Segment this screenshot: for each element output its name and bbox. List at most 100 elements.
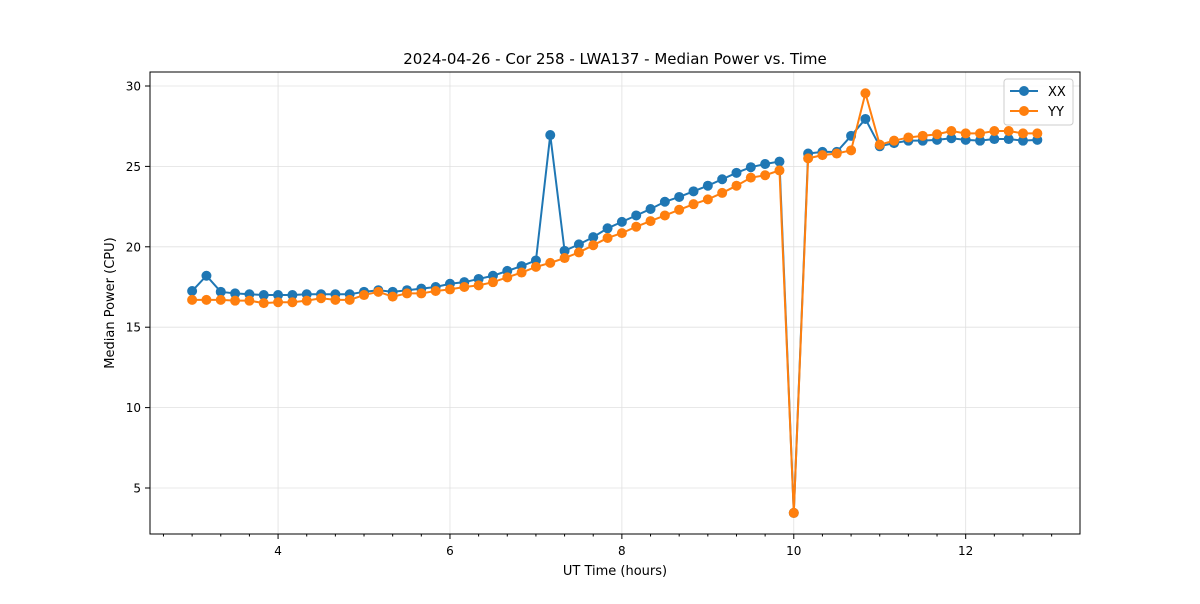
data-point-yy	[975, 128, 986, 139]
data-point-yy	[631, 221, 642, 232]
data-point-yy	[831, 148, 842, 159]
data-point-xx	[215, 286, 226, 297]
data-point-yy	[258, 298, 269, 309]
x-axis-label: UT Time (hours)	[563, 564, 667, 579]
data-point-yy	[230, 295, 241, 306]
series-yy	[187, 88, 1043, 518]
data-point-xx	[975, 135, 986, 146]
data-point-yy	[316, 293, 327, 304]
plot-frame	[149, 71, 1081, 535]
data-point-yy	[903, 132, 914, 143]
data-point-xx	[946, 133, 957, 144]
data-point-xx	[545, 130, 556, 141]
chart-title: 2024-04-26 - Cor 258 - LWA137 - Median P…	[403, 50, 827, 68]
data-point-yy	[402, 288, 413, 299]
data-point-xx	[273, 290, 284, 301]
data-point-xx	[187, 286, 198, 297]
data-point-xx	[287, 290, 298, 301]
data-point-yy	[1018, 128, 1029, 139]
grid	[150, 72, 1080, 534]
x-tick-label: 12	[958, 544, 973, 558]
data-point-yy	[688, 199, 699, 210]
data-point-yy	[588, 240, 599, 251]
y-tick-label: 30	[126, 79, 141, 93]
data-point-yy	[502, 272, 513, 283]
data-point-yy	[430, 286, 441, 297]
data-point-yy	[530, 261, 541, 272]
data-point-yy	[301, 295, 312, 306]
legend: XX YY	[1003, 78, 1074, 126]
x-tick-label: 8	[618, 544, 626, 558]
data-point-yy	[645, 216, 656, 227]
data-point-xx	[631, 210, 642, 221]
legend-yy-marker	[1019, 106, 1029, 116]
data-point-xx	[774, 156, 785, 167]
data-point-yy	[473, 280, 484, 291]
data-point-xx	[602, 223, 613, 234]
legend-xx-label: XX	[1048, 85, 1066, 100]
data-point-xx	[258, 290, 269, 301]
data-point-yy	[330, 294, 341, 305]
data-point-yy	[917, 130, 928, 141]
data-point-yy	[803, 153, 814, 164]
data-point-yy	[960, 128, 971, 139]
data-point-yy	[273, 297, 284, 308]
data-point-yy	[731, 180, 742, 191]
data-point-xx	[588, 232, 599, 243]
data-point-xx	[860, 113, 871, 124]
data-point-xx	[645, 204, 656, 215]
data-point-yy	[373, 286, 384, 297]
axis-ticks: 4 6 8 10 12 5 10 15 20 25 30	[126, 79, 1053, 558]
data-point-xx	[745, 162, 756, 173]
data-point-xx	[731, 167, 742, 178]
y-tick-label: 20	[126, 240, 141, 254]
data-point-xx	[989, 134, 1000, 145]
data-point-yy	[559, 253, 570, 264]
data-point-yy	[387, 291, 398, 302]
data-point-yy	[444, 284, 455, 295]
y-tick-label: 10	[126, 401, 141, 415]
data-point-yy	[244, 295, 255, 306]
data-point-yy	[760, 170, 771, 181]
data-point-yy	[788, 507, 799, 518]
data-point-yy	[573, 247, 584, 258]
legend-yy-label: YY	[1047, 105, 1064, 120]
data-point-yy	[1032, 128, 1043, 139]
y-tick-label: 5	[133, 482, 141, 496]
data-point-yy	[702, 194, 713, 205]
data-point-yy	[860, 88, 871, 99]
data-point-yy	[889, 135, 900, 146]
data-point-yy	[487, 277, 498, 288]
data-point-yy	[774, 165, 785, 176]
data-point-yy	[359, 290, 370, 301]
data-point-yy	[659, 210, 670, 221]
data-point-yy	[674, 204, 685, 215]
data-point-yy	[616, 228, 627, 239]
legend-xx-marker	[1019, 86, 1029, 96]
data-point-xx	[230, 288, 241, 299]
data-point-yy	[717, 187, 728, 198]
data-point-yy	[602, 232, 613, 243]
data-point-yy	[187, 294, 198, 305]
data-point-xx	[760, 158, 771, 169]
y-axis-label: Median Power (CPU)	[103, 237, 118, 368]
data-point-xx	[201, 270, 212, 281]
data-point-xx	[1003, 134, 1014, 145]
y-tick-label: 25	[126, 160, 141, 174]
series-layer	[187, 88, 1043, 518]
x-tick-label: 6	[446, 544, 454, 558]
data-point-yy	[201, 294, 212, 305]
x-tick-label: 4	[274, 544, 282, 558]
data-point-xx	[702, 180, 713, 191]
data-point-yy	[344, 294, 355, 305]
y-tick-label: 15	[126, 321, 141, 335]
data-point-yy	[545, 257, 556, 268]
data-point-yy	[215, 294, 226, 305]
data-point-xx	[573, 239, 584, 250]
data-point-yy	[932, 129, 943, 140]
data-point-yy	[745, 172, 756, 183]
data-point-xx	[616, 216, 627, 227]
data-point-yy	[846, 145, 857, 156]
data-point-xx	[559, 245, 570, 256]
data-point-xx	[1018, 135, 1029, 146]
